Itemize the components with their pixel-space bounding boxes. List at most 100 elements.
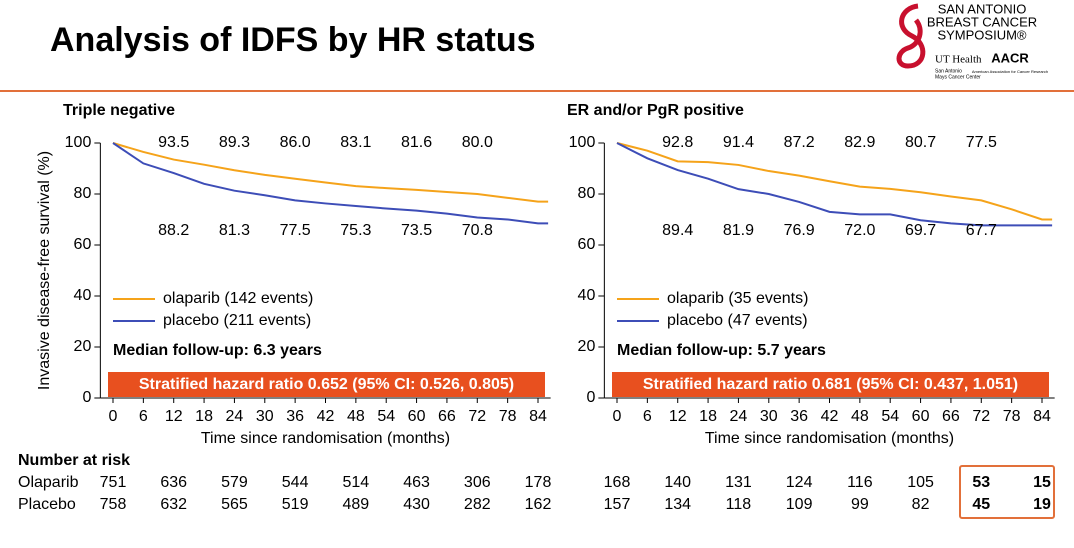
value-label: 72.0: [844, 222, 875, 239]
logo-ribbon: [896, 3, 926, 69]
at-risk-count: 134: [664, 496, 691, 513]
x-tick-label: 42: [317, 408, 335, 425]
y-tick-label: 80: [74, 185, 92, 202]
at-risk-count: 53: [972, 474, 990, 491]
at-risk-count: 758: [100, 496, 127, 513]
slide-title: Analysis of IDFS by HR status: [50, 21, 536, 59]
logo-ut-sub: San Antonio: [935, 68, 962, 74]
at-risk-count: 632: [160, 496, 187, 513]
x-tick-label: 84: [1033, 408, 1051, 425]
risk-row-label: Olaparib: [18, 474, 79, 491]
at-risk-count: 282: [464, 496, 491, 513]
x-tick-label: 54: [881, 408, 899, 425]
x-tick-label: 24: [730, 408, 748, 425]
value-label: 93.5: [158, 134, 189, 151]
logo-text: BREAST CANCER: [927, 14, 1037, 29]
y-axis-label: Invasive disease-free survival (%): [36, 151, 53, 390]
chart-title: ER and/or PgR positive: [567, 102, 744, 119]
x-tick-label: 30: [760, 408, 778, 425]
x-axis-label: Time since randomisation (months): [201, 430, 450, 447]
legend-label: olaparib (35 events): [667, 290, 808, 307]
value-label: 87.2: [784, 134, 815, 151]
at-risk-count: 19: [1033, 496, 1051, 513]
legend-label: placebo (211 events): [163, 312, 311, 329]
x-tick-label: 48: [347, 408, 365, 425]
at-risk-count: 178: [525, 474, 552, 491]
at-risk-count: 45: [972, 496, 990, 513]
y-tick-label: 60: [578, 236, 596, 253]
at-risk-count: 15: [1033, 474, 1051, 491]
x-tick-label: 6: [643, 408, 652, 425]
at-risk-count: 489: [343, 496, 370, 513]
value-label: 80.7: [905, 134, 936, 151]
at-risk-count: 514: [343, 474, 370, 491]
value-label: 81.3: [219, 222, 250, 239]
at-risk-count: 118: [726, 496, 752, 513]
at-risk-count: 109: [786, 496, 813, 513]
at-risk-count: 306: [464, 474, 491, 491]
at-risk-count: 430: [403, 496, 430, 513]
x-tick-label: 48: [851, 408, 869, 425]
value-label: 92.8: [662, 134, 693, 151]
y-tick-label: 100: [569, 134, 596, 151]
x-tick-label: 72: [468, 408, 486, 425]
y-tick-label: 60: [74, 236, 92, 253]
at-risk-count: 140: [664, 474, 691, 491]
x-tick-label: 24: [226, 408, 244, 425]
value-label: 81.9: [723, 222, 754, 239]
at-risk-count: 519: [282, 496, 309, 513]
x-tick-label: 78: [1003, 408, 1021, 425]
at-risk-count: 751: [100, 474, 127, 491]
y-tick-label: 20: [578, 338, 596, 355]
value-label: 73.5: [401, 222, 432, 239]
risk-title: Number at risk: [18, 452, 130, 469]
logo-aacr-sub: American Association for Cancer Research: [972, 69, 1048, 74]
value-label: 70.8: [462, 222, 493, 239]
at-risk-count: 131: [725, 474, 752, 491]
logo-text: SAN ANTONIO: [938, 1, 1027, 16]
x-tick-label: 60: [408, 408, 426, 425]
y-tick-label: 40: [74, 287, 92, 304]
legend-label: olaparib (142 events): [163, 290, 313, 307]
risk-row-label: Placebo: [18, 496, 76, 513]
x-tick-label: 60: [912, 408, 930, 425]
at-risk-count: 157: [604, 496, 631, 513]
y-tick-label: 80: [578, 185, 596, 202]
x-tick-label: 66: [942, 408, 960, 425]
x-tick-label: 84: [529, 408, 547, 425]
survival-curve: [616, 142, 1053, 227]
x-tick-label: 6: [139, 408, 148, 425]
y-tick-label: 100: [65, 134, 92, 151]
at-risk-count: 82: [912, 496, 930, 513]
at-risk-count: 636: [160, 474, 187, 491]
logo: SAN ANTONIO BREAST CANCER SYMPOSIUM® UT …: [896, 1, 1048, 80]
logo-text: SYMPOSIUM®: [937, 27, 1026, 42]
x-tick-label: 42: [821, 408, 839, 425]
x-tick-label: 0: [613, 408, 622, 425]
value-label: 82.9: [844, 134, 875, 151]
risk-highlight: [959, 465, 1055, 519]
hazard-ratio: Stratified hazard ratio 0.652 (95% CI: 0…: [139, 376, 514, 393]
value-label: 69.7: [905, 222, 936, 239]
at-risk-count: 116: [847, 474, 873, 491]
value-label: 89.3: [219, 134, 250, 151]
median-followup: Median follow-up: 5.7 years: [617, 342, 826, 359]
x-tick-label: 12: [165, 408, 183, 425]
hazard-box: [612, 372, 1049, 397]
x-tick-label: 66: [438, 408, 456, 425]
at-risk-count: 579: [221, 474, 248, 491]
x-tick-label: 18: [699, 408, 717, 425]
x-tick-label: 30: [256, 408, 274, 425]
x-tick-label: 72: [972, 408, 990, 425]
x-tick-label: 12: [669, 408, 687, 425]
at-risk-count: 162: [525, 496, 552, 513]
y-tick-label: 20: [74, 338, 92, 355]
at-risk-count: 544: [282, 474, 309, 491]
x-tick-label: 36: [790, 408, 808, 425]
x-axis-label: Time since randomisation (months): [705, 430, 954, 447]
value-label: 83.1: [340, 134, 371, 151]
x-tick-label: 36: [286, 408, 304, 425]
logo-ut: UT Health: [935, 54, 982, 66]
